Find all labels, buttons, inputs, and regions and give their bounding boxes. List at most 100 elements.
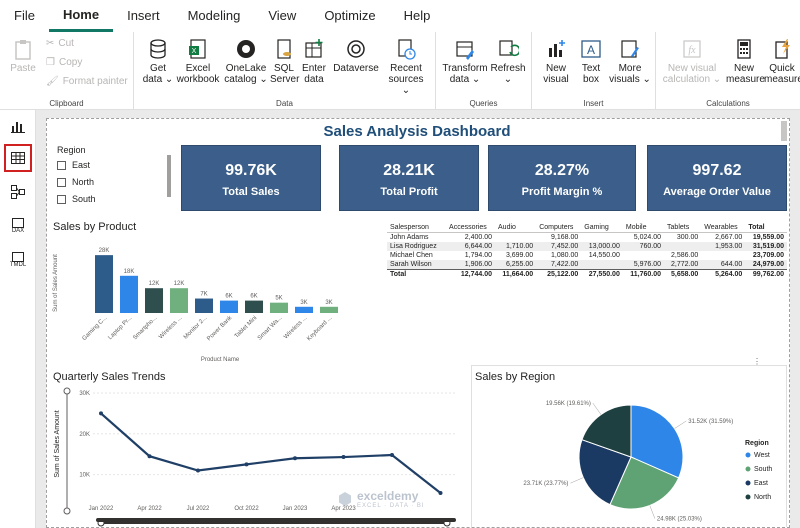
data-point[interactable] xyxy=(196,468,200,473)
data-point[interactable] xyxy=(341,455,346,460)
model-view-button[interactable] xyxy=(4,178,32,206)
matrix-header-cell[interactable]: Wearables xyxy=(701,223,746,233)
vertical-scrollbar[interactable] xyxy=(781,121,787,141)
matrix-header-cell[interactable]: Salesperson xyxy=(387,223,447,233)
slicer-item-south[interactable]: South xyxy=(57,194,96,204)
new-measure-button[interactable]: New measure xyxy=(726,38,765,85)
kpi-card-total-sales[interactable]: 99.76K Total Sales xyxy=(181,145,321,211)
series-line[interactable] xyxy=(100,412,442,494)
legend-entry[interactable]: West xyxy=(754,452,770,459)
bar[interactable] xyxy=(245,300,263,313)
matrix-header-cell[interactable]: Tablets xyxy=(664,223,702,233)
cut-button[interactable]: ✂ Cut xyxy=(46,38,74,49)
bar[interactable] xyxy=(95,255,113,313)
menu-view[interactable]: View xyxy=(268,8,297,23)
transform-data-button[interactable]: Transform data ⌄ xyxy=(440,38,490,85)
paste-button[interactable]: Paste xyxy=(6,38,40,74)
table-view-button[interactable] xyxy=(4,144,32,172)
bar[interactable] xyxy=(170,288,188,313)
matrix-cell: 1,906.00 xyxy=(446,260,496,270)
matrix-header-cell[interactable]: Computers xyxy=(536,223,582,233)
get-data-button[interactable]: Get data ⌄ xyxy=(138,38,178,85)
data-point[interactable] xyxy=(293,456,297,461)
bar[interactable] xyxy=(295,306,313,313)
matrix-row[interactable]: Michael Chen 1,794.00 3,699.00 1,080.00 14,5… xyxy=(387,251,787,260)
report-view-button[interactable] xyxy=(4,112,32,140)
pie-slice[interactable] xyxy=(578,439,632,506)
report-page[interactable]: Sales Analysis Dashboard Region East Nor… xyxy=(46,118,790,528)
sql-server-button[interactable]: SQL Server xyxy=(270,38,299,85)
bar[interactable] xyxy=(120,275,138,313)
format-painter-button[interactable]: 🖌 Format painter xyxy=(46,76,128,87)
copy-button[interactable]: ❐ Copy xyxy=(46,57,82,68)
data-point[interactable] xyxy=(390,453,394,458)
quick-measure-button[interactable]: Quick measure xyxy=(764,38,800,85)
table-view-icon xyxy=(11,152,25,164)
matrix-header-cell[interactable]: Total xyxy=(745,223,787,233)
quarterly-sales-trends-chart[interactable]: Sum of Sales Amount 30K 20K 10K Jan 2022 Apr … xyxy=(47,383,467,528)
kpi-value: 99.76K xyxy=(225,162,277,179)
dataverse-button[interactable]: Dataverse xyxy=(332,38,380,74)
pie-slice[interactable] xyxy=(581,404,632,458)
tmdl-view-button[interactable]: TMDL xyxy=(4,246,32,274)
matrix-row[interactable]: John Adams 2,400.00 9,168.00 5,024.00 300.00… xyxy=(387,233,787,243)
bar[interactable] xyxy=(320,306,338,313)
matrix-row[interactable]: Lisa Rodriguez 6,644.00 1,710.00 7,452.00 13… xyxy=(387,242,787,251)
matrix-cell: 1,080.00 xyxy=(551,252,579,259)
bar[interactable] xyxy=(195,298,213,313)
slicer-scrollbar[interactable] xyxy=(167,155,171,197)
menu-optimize[interactable]: Optimize xyxy=(324,8,376,23)
matrix-cell: 13,000.00 xyxy=(581,242,623,251)
sales-by-region-chart[interactable]: 31.52K (31.59%) 24.98K (25.03%) 23.71K (23… xyxy=(471,383,787,528)
matrix-header-cell[interactable]: Gaming xyxy=(581,223,623,233)
matrix-header-cell[interactable]: Mobile xyxy=(622,223,665,233)
matrix-total-row[interactable]: Total 12,744.00 11,664.00 25,122.00 27,550.0… xyxy=(387,269,787,279)
text-box-button[interactable]: A Text box xyxy=(574,38,608,85)
enter-data-button[interactable]: Enter data xyxy=(300,38,328,85)
legend-entry[interactable]: South xyxy=(754,466,772,473)
menu-modeling[interactable]: Modeling xyxy=(187,8,241,23)
matrix-header-cell[interactable]: Audio xyxy=(495,223,537,233)
onelake-catalog-button[interactable]: OneLake catalog ⌄ xyxy=(224,38,268,85)
checkbox[interactable] xyxy=(57,177,66,187)
bar[interactable] xyxy=(220,300,238,313)
slicer-item-east[interactable]: East xyxy=(57,160,90,170)
matrix-header-cell[interactable]: Accessories xyxy=(446,223,496,233)
new-visual-calculation-button[interactable]: fx New visual calculation ⌄ xyxy=(662,38,722,85)
menu-home[interactable]: Home xyxy=(48,0,114,32)
more-visuals-button[interactable]: More visuals ⌄ xyxy=(608,38,652,85)
y-range-slider-handle[interactable] xyxy=(63,387,71,395)
bar[interactable] xyxy=(145,288,163,313)
menu-file[interactable]: File xyxy=(14,8,35,23)
slicer-item-north[interactable]: North xyxy=(57,177,94,187)
checkbox[interactable] xyxy=(57,160,66,170)
sales-matrix[interactable]: Salesperson Accessories Audio Computers Gami… xyxy=(387,223,787,279)
horizontal-scrollbar[interactable] xyxy=(96,518,456,522)
kpi-card-profit-margin[interactable]: 28.27% Profit Margin % xyxy=(488,145,636,211)
bar[interactable] xyxy=(270,302,288,313)
y-range-slider-handle[interactable] xyxy=(63,507,71,515)
matrix-row[interactable]: Sarah Wilson 1,906.00 6,255.00 7,422.00 5,97… xyxy=(387,260,787,270)
visual-resize-handle[interactable]: ⋮ xyxy=(753,357,761,366)
excel-workbook-button[interactable]: X Excel workbook xyxy=(174,38,222,85)
sales-by-product-chart[interactable]: Sum of Sales Amount 28K Gaming C... 18K Lapt… xyxy=(47,235,357,365)
database-icon xyxy=(150,39,166,59)
kpi-card-total-profit[interactable]: 28.21K Total Profit xyxy=(339,145,479,211)
menu-help[interactable]: Help xyxy=(403,8,431,23)
legend-entry[interactable]: East xyxy=(754,480,768,487)
dax-query-view-button[interactable]: DAX xyxy=(4,212,32,240)
data-point[interactable] xyxy=(438,490,443,495)
data-point[interactable] xyxy=(244,462,249,467)
matrix-row-header: Michael Chen xyxy=(390,252,433,259)
menu-insert[interactable]: Insert xyxy=(127,8,160,23)
recent-sources-button[interactable]: Recent sources ⌄ xyxy=(384,38,428,96)
checkbox[interactable] xyxy=(57,194,66,204)
new-visual-button[interactable]: New visual xyxy=(536,38,576,85)
data-point[interactable] xyxy=(147,454,152,459)
data-point[interactable] xyxy=(99,411,103,416)
legend-entry[interactable]: North xyxy=(754,494,771,501)
kpi-card-average-order-value[interactable]: 997.62 Average Order Value xyxy=(647,145,787,211)
pie-slice[interactable] xyxy=(630,404,684,479)
refresh-button[interactable]: Refresh ⌄ xyxy=(488,38,528,85)
matrix-cell: 5,024.00 xyxy=(633,234,662,241)
